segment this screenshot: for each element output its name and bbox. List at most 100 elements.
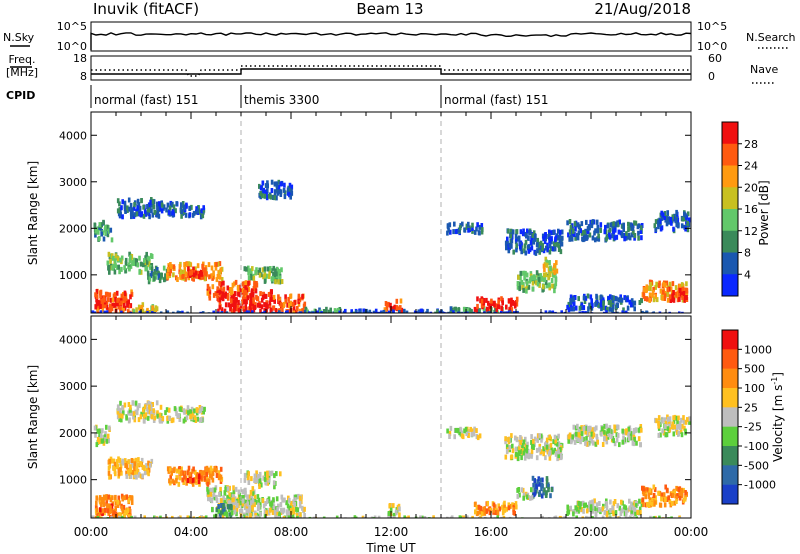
heatmap-cell — [540, 493, 544, 499]
heatmap-cell — [594, 237, 597, 243]
heatmap-cell — [284, 298, 287, 304]
heatmap-cell — [148, 276, 152, 282]
heatmap-cell — [657, 415, 661, 421]
heatmap-cell — [104, 303, 107, 309]
heatmap-cell — [168, 415, 171, 421]
heatmap-cell — [289, 293, 293, 299]
heatmap-cell — [533, 478, 536, 484]
heatmap-cell — [532, 482, 535, 488]
heatmap-cell — [136, 405, 140, 411]
heatmap-cell — [307, 311, 311, 313]
heatmap-cell — [203, 470, 207, 476]
heatmap-cell — [496, 303, 499, 309]
heatmap-cell — [466, 311, 469, 313]
heatmap-cell — [231, 282, 235, 288]
heatmap-cell — [164, 410, 167, 416]
heatmap-cell — [568, 229, 572, 235]
heatmap-cell — [143, 470, 147, 476]
heatmap-cell — [327, 309, 331, 313]
heatmap-cell — [278, 513, 281, 518]
heatmap-cell — [589, 304, 592, 310]
heatmap-cell — [151, 402, 154, 407]
heatmap-cell — [251, 266, 254, 272]
heatmap-cell — [120, 300, 123, 306]
heatmap-cell — [243, 503, 246, 508]
heatmap-cell — [374, 308, 378, 313]
heatmap-cell — [216, 311, 220, 313]
heatmap-cell — [504, 454, 508, 460]
heatmap-cell — [108, 292, 112, 298]
heatmap-cell — [297, 493, 300, 499]
heatmap-cell — [587, 306, 590, 312]
heatmap-cell — [263, 278, 267, 284]
heatmap-cell — [116, 301, 119, 307]
heatmap-cell — [143, 258, 146, 264]
heatmap-cell — [429, 311, 433, 313]
heatmap-cell — [117, 468, 121, 474]
heatmap-cell — [229, 290, 233, 296]
heatmap-cell — [151, 311, 154, 313]
heatmap-cell — [218, 297, 222, 303]
heatmap-cell — [269, 501, 272, 507]
heatmap-cell — [273, 473, 276, 479]
heatmap-cell — [363, 517, 366, 518]
heatmap-cell — [108, 425, 111, 431]
heatmap-cell — [209, 496, 212, 502]
heatmap-cell — [206, 486, 209, 492]
heatmap-cell — [270, 500, 274, 506]
heatmap-cell — [152, 408, 155, 414]
heatmap-cell — [94, 432, 97, 438]
heatmap-cell — [644, 490, 648, 496]
heatmap-cell — [528, 452, 532, 458]
heatmap-cell — [184, 416, 187, 422]
heatmap-cell — [490, 298, 493, 304]
heatmap-cell — [138, 307, 142, 313]
y-tick-label: 4000 — [59, 333, 87, 346]
heatmap-cell — [99, 293, 102, 299]
heatmap-cell — [572, 301, 576, 307]
velocity-colorbar-label-main: Velocity [m s — [771, 385, 785, 462]
heatmap-cell — [131, 469, 134, 475]
heatmap-cell — [127, 468, 130, 474]
heatmap-cell — [553, 263, 556, 269]
colorbar-swatch — [722, 349, 738, 369]
heatmap-cell — [518, 492, 521, 498]
heatmap-cell — [676, 423, 680, 429]
heatmap-cell — [261, 311, 264, 313]
heatmap-cell — [621, 428, 624, 434]
heatmap-cell — [290, 188, 293, 194]
heatmap-cell — [446, 428, 449, 434]
heatmap-cell — [138, 311, 142, 313]
heatmap-cell — [158, 278, 162, 284]
heatmap-cell — [622, 222, 625, 228]
heatmap-cell — [639, 229, 643, 234]
heatmap-cell — [592, 432, 596, 438]
heatmap-cell — [150, 202, 154, 208]
heatmap-cell — [169, 474, 172, 480]
heatmap-cell — [176, 310, 180, 313]
heatmap-cell — [536, 479, 539, 485]
heatmap-cell — [129, 255, 132, 261]
heatmap-cell — [199, 475, 203, 481]
heatmap-cell — [680, 417, 683, 423]
heatmap-cell — [542, 263, 546, 269]
heatmap-cell — [676, 493, 679, 498]
heatmap-cell — [335, 515, 339, 518]
heatmap-cell — [139, 212, 142, 217]
heatmap-cell — [182, 418, 186, 424]
heatmap-cell — [449, 425, 453, 431]
heatmap-cell — [256, 474, 260, 479]
heatmap-cell — [129, 467, 133, 473]
heatmap-cell — [280, 507, 283, 513]
heatmap-cell — [576, 232, 579, 238]
heatmap-cell — [279, 302, 283, 308]
heatmap-cell — [584, 295, 588, 301]
heatmap-cell — [643, 296, 647, 302]
heatmap-cell — [524, 436, 527, 442]
heatmap-cell — [646, 296, 649, 302]
heatmap-cell — [577, 296, 580, 302]
heatmap-cell — [506, 240, 509, 246]
heatmap-cell — [138, 403, 141, 409]
heatmap-cell — [121, 515, 124, 518]
heatmap-cell — [628, 225, 632, 231]
